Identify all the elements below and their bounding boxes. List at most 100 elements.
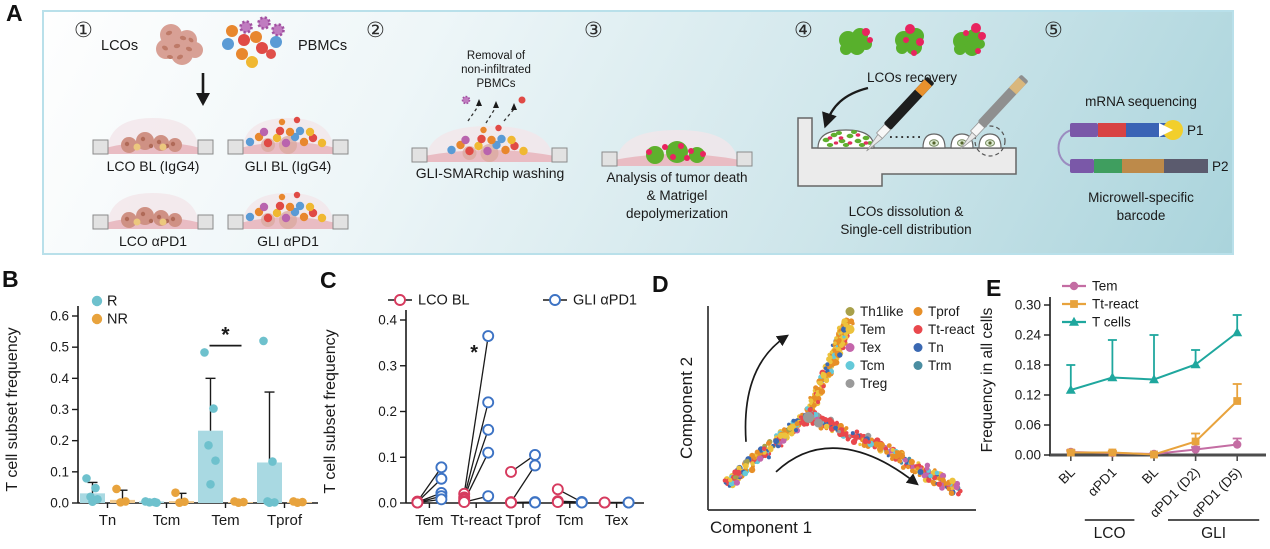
svg-text:0.0: 0.0 bbox=[50, 496, 69, 511]
trajectory-arrow-right bbox=[775, 447, 919, 486]
dish-label-lco-apd1: LCO αPD1 bbox=[118, 233, 188, 249]
svg-text:GLI: GLI bbox=[1201, 525, 1226, 542]
step-number-1: ① bbox=[74, 19, 93, 42]
analysis-label-line2: & Matrigel bbox=[646, 188, 708, 203]
panel-b-bar-chart: 0.0 0.1 0.2 0.3 0.4 0.5 0.6 T cell subset frequ… bbox=[4, 294, 318, 529]
step-number-4: ④ bbox=[794, 19, 813, 42]
svg-text:Tex: Tex bbox=[860, 340, 881, 355]
down-arrow-icon bbox=[194, 72, 212, 108]
svg-text:0.4: 0.4 bbox=[378, 313, 397, 328]
svg-text:Tt-react: Tt-react bbox=[928, 322, 975, 337]
pipette-gray-icon bbox=[960, 75, 1028, 150]
svg-text:Tem: Tem bbox=[1092, 279, 1118, 294]
svg-text:0.2: 0.2 bbox=[50, 433, 69, 448]
svg-text:0.30: 0.30 bbox=[1015, 298, 1041, 313]
svg-text:0.4: 0.4 bbox=[50, 371, 69, 386]
barcode-link-curve bbox=[1057, 129, 1073, 167]
recovered-organoids-icon bbox=[824, 16, 999, 68]
smarchip-dissolution-art: ...... bbox=[784, 75, 1032, 200]
svg-text:Component 1: Component 1 bbox=[710, 518, 812, 537]
step-number-3: ③ bbox=[584, 19, 603, 42]
panel-c-paired-chart: 0.0 0.1 0.2 0.3 0.4 T cell subset frequency Te… bbox=[322, 293, 644, 529]
barcode-label-line2: barcode bbox=[1116, 208, 1166, 223]
svg-text:Tn: Tn bbox=[928, 340, 944, 355]
svg-text:0.5: 0.5 bbox=[50, 340, 69, 355]
step-number-2: ② bbox=[366, 19, 385, 42]
svg-text:Tem: Tem bbox=[211, 512, 239, 529]
svg-text:T cell subset frequency: T cell subset frequency bbox=[4, 327, 21, 491]
trajectory-arrow-up bbox=[744, 334, 789, 442]
svg-text:Tt-react: Tt-react bbox=[450, 512, 503, 529]
svg-text:GLI αPD1: GLI αPD1 bbox=[573, 293, 637, 309]
svg-text:Tem: Tem bbox=[415, 512, 443, 529]
treg-junction-dot bbox=[803, 411, 814, 423]
treg-junction-dot bbox=[814, 418, 823, 428]
dish-label-gli-bl: GLI BL (IgG4) bbox=[244, 158, 332, 174]
svg-text:BL: BL bbox=[1056, 464, 1079, 487]
dish-lco-bl bbox=[92, 112, 214, 164]
svg-text:Trm: Trm bbox=[928, 358, 952, 373]
removal-note-line2: non-infiltrated bbox=[461, 64, 531, 76]
pipette-black-icon bbox=[866, 77, 934, 152]
dissolution-label-line2: Single-cell distribution bbox=[840, 222, 972, 237]
dissolved-cells bbox=[822, 130, 873, 147]
chip-body bbox=[797, 117, 1017, 187]
svg-text:Frequency in all cells: Frequency in all cells bbox=[979, 307, 996, 452]
p1-label: P1 bbox=[1187, 123, 1204, 138]
removal-note-line3: PBMCs bbox=[476, 78, 516, 90]
svg-text:T cell subset frequency: T cell subset frequency bbox=[322, 329, 339, 493]
lcos-recovery-label: LCOs recovery bbox=[866, 70, 958, 85]
dish-gli-apd1 bbox=[227, 187, 349, 239]
recovery-curved-arrow bbox=[822, 86, 869, 129]
svg-text:NR: NR bbox=[107, 312, 128, 328]
svg-text:Component 2: Component 2 bbox=[677, 357, 696, 459]
lco-organoid-icon bbox=[147, 18, 209, 74]
read-p2: P2 bbox=[1070, 159, 1229, 174]
svg-text:0.0: 0.0 bbox=[378, 496, 397, 511]
svg-text:Tprof: Tprof bbox=[928, 304, 960, 319]
svg-text:Treg: Treg bbox=[860, 376, 887, 391]
svg-text:αPD1: αPD1 bbox=[1085, 465, 1120, 500]
svg-text:Tcm: Tcm bbox=[860, 358, 885, 373]
svg-text:T cells: T cells bbox=[1092, 315, 1131, 330]
dish-label-gli-apd1: GLI αPD1 bbox=[257, 233, 319, 249]
svg-text:0.1: 0.1 bbox=[378, 450, 397, 465]
dish-tumor-analysis bbox=[601, 124, 753, 176]
svg-text:BL: BL bbox=[1139, 464, 1162, 487]
dissolution-label-line1: LCOs dissolution & bbox=[848, 204, 964, 219]
dish-gli-bl bbox=[227, 112, 349, 164]
zoom-dashed-circle bbox=[974, 125, 1006, 157]
panel-label-e: E bbox=[986, 275, 1002, 301]
svg-text:Tex: Tex bbox=[605, 512, 629, 529]
pbmcs-label: PBMCs bbox=[298, 38, 348, 54]
analysis-label-line1: Analysis of tumor death bbox=[606, 170, 748, 185]
svg-text:Tt-react: Tt-react bbox=[1092, 297, 1139, 312]
svg-text:Tcm: Tcm bbox=[153, 512, 181, 529]
svg-text:0.06: 0.06 bbox=[1015, 418, 1041, 433]
svg-text:R: R bbox=[107, 294, 117, 310]
dish-gli-smarchip bbox=[411, 120, 568, 172]
dish-lco-apd1 bbox=[92, 187, 214, 239]
panel-label-d: D bbox=[652, 271, 669, 297]
p2-label: P2 bbox=[1212, 159, 1229, 174]
svg-text:0.1: 0.1 bbox=[50, 464, 69, 479]
wash-escape-arrows-icon bbox=[458, 94, 532, 124]
removal-note-line1: Removal of bbox=[466, 50, 526, 62]
panel-label-a: A bbox=[6, 0, 23, 26]
svg-text:0.2: 0.2 bbox=[378, 404, 397, 419]
barcode-label-line1: Microwell-specific bbox=[1088, 190, 1194, 205]
svg-text:Tprof: Tprof bbox=[505, 512, 541, 529]
pbmc-cluster-icon bbox=[216, 16, 294, 78]
svg-text:Tem: Tem bbox=[860, 322, 886, 337]
trajectory-points bbox=[722, 317, 963, 497]
panel-label-b: B bbox=[2, 266, 19, 292]
lcos-label: LCOs bbox=[101, 38, 139, 54]
ellipsis-dots: ...... bbox=[889, 126, 923, 141]
svg-text:Th1like: Th1like bbox=[860, 304, 904, 319]
svg-text:0.12: 0.12 bbox=[1015, 388, 1041, 403]
svg-text:0.3: 0.3 bbox=[50, 402, 69, 417]
smarchip-washing-label: GLI-SMARchip washing bbox=[415, 165, 565, 181]
svg-text:0.6: 0.6 bbox=[50, 309, 69, 324]
svg-text:Tcm: Tcm bbox=[556, 512, 584, 529]
